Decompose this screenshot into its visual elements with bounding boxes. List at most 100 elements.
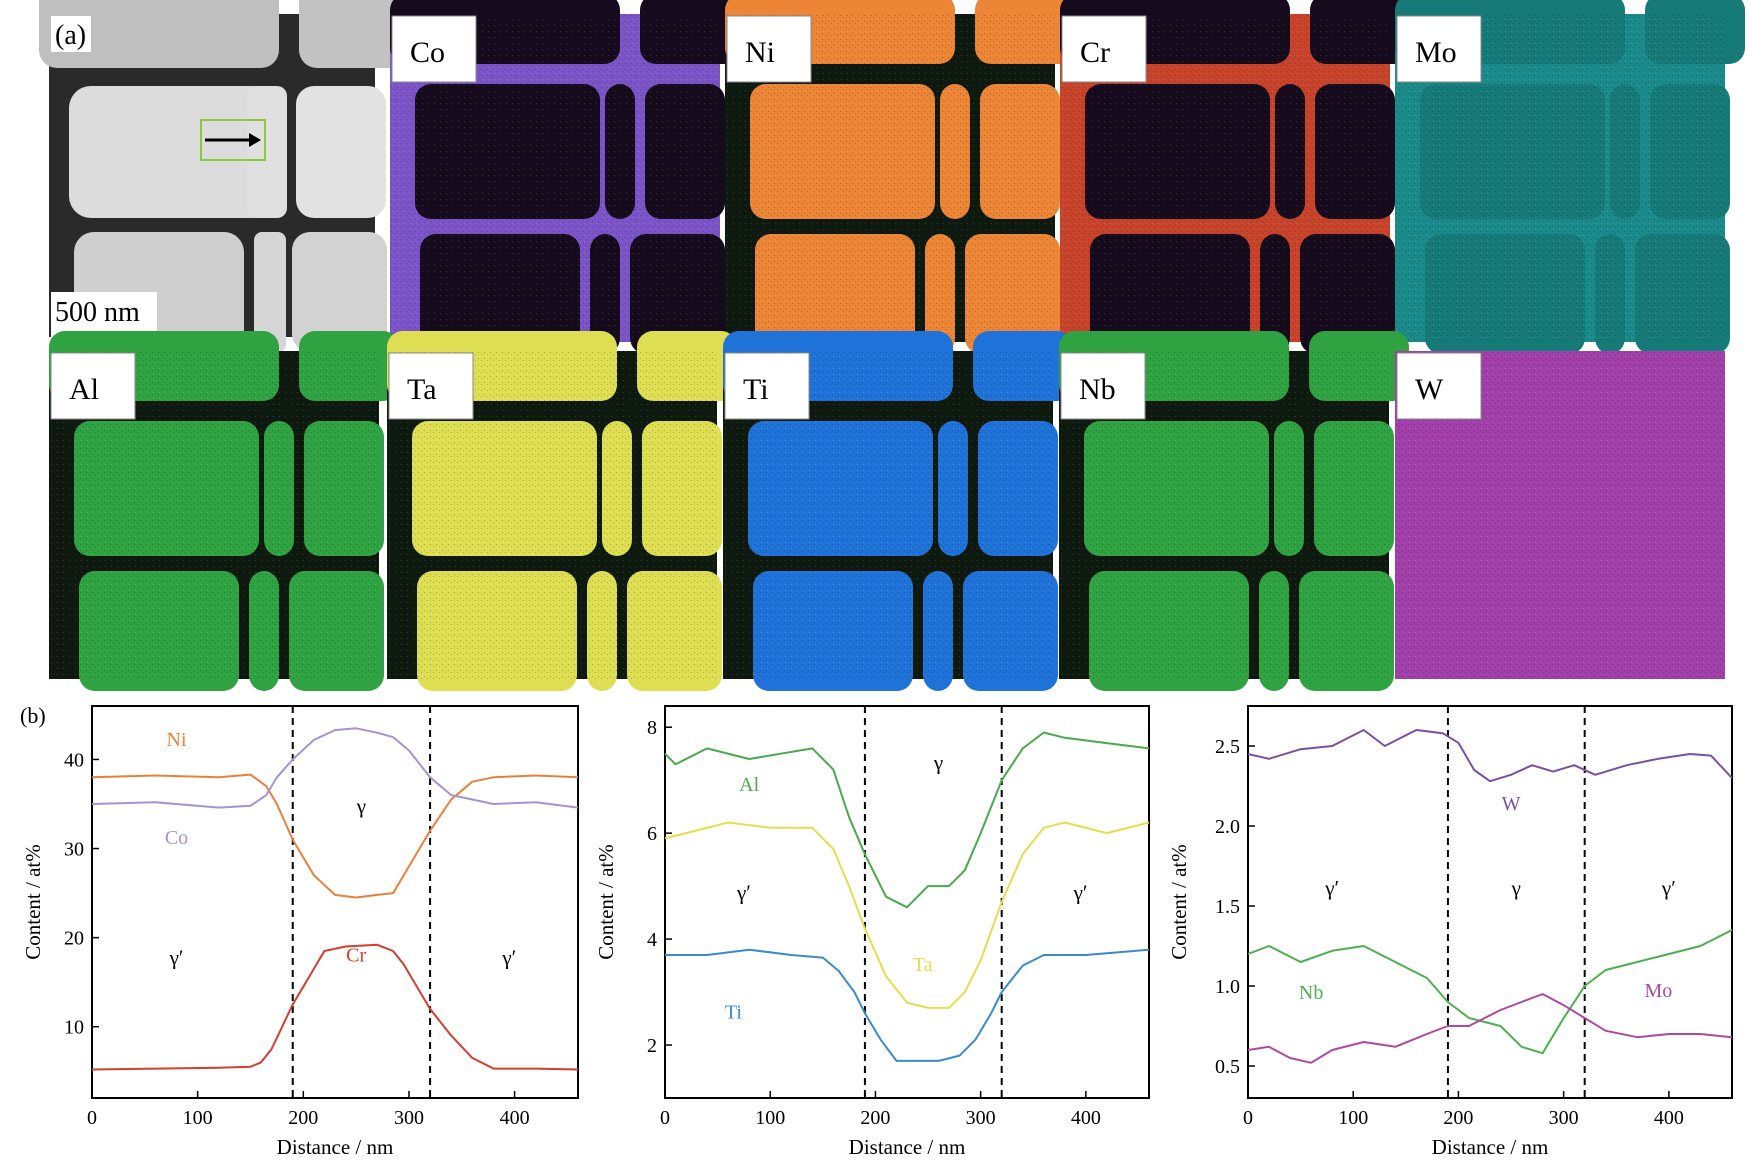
series-line-cr <box>91 943 579 1071</box>
y-tick-label: 30 <box>64 839 84 861</box>
map-panel-w: W <box>1395 351 1725 679</box>
map-panel-ta: Ta <box>387 331 737 691</box>
map-panel-cr: Cr <box>1060 0 1410 354</box>
x-tick-label: 400 <box>500 1107 530 1129</box>
x-tick-label: 200 <box>860 1107 890 1129</box>
series-label-ta: Ta <box>913 954 933 976</box>
y-tick-label: 2.5 <box>1215 736 1240 758</box>
y-tick-label: 8 <box>647 717 657 739</box>
scale-bar-label: 500 nm <box>55 297 140 328</box>
series-line-co <box>91 727 579 809</box>
map-panel-al: Al <box>49 331 399 691</box>
phase-label: γ′ <box>1661 876 1676 900</box>
x-tick-label: 0 <box>1243 1107 1253 1129</box>
panel-a-label: (a) <box>55 20 86 51</box>
y-tick-label: 2 <box>647 1035 657 1057</box>
y-tick-label: 20 <box>64 928 84 950</box>
series-line-mo <box>1247 993 1733 1064</box>
line-scan-box <box>200 119 266 161</box>
y-tick-label: 0.5 <box>1215 1056 1240 1078</box>
series-line-ta <box>664 821 1150 1009</box>
phase-label: γ′ <box>1073 880 1088 904</box>
series-label-ti: Ti <box>725 1002 743 1024</box>
phase-label: γ′ <box>1324 876 1339 900</box>
phase-label: γ′ <box>501 945 516 969</box>
map-label-cr: Cr <box>1080 36 1110 69</box>
map-label-box <box>726 15 812 83</box>
map-grid: Co Ni Cr Mo Al Ta Ti Nb W <box>49 0 1745 691</box>
map-label-box <box>724 352 810 420</box>
x-tick-label: 100 <box>755 1107 785 1129</box>
x-tick-label: 0 <box>87 1107 97 1129</box>
map-panel-co: Co <box>390 0 740 354</box>
map-label-ti: Ti <box>743 373 769 406</box>
x-axis-label: Distance / nm <box>849 1135 966 1159</box>
y-tick-label: 40 <box>64 749 84 771</box>
x-axis-label: Distance / nm <box>277 1135 394 1159</box>
panel-a-label-box <box>51 16 91 52</box>
plot-frame <box>1247 705 1733 1099</box>
series-line-ti <box>665 948 1150 1062</box>
x-tick-label: 400 <box>1071 1107 1101 1129</box>
series-line-nb <box>1247 929 1733 1055</box>
y-tick-label: 4 <box>647 929 657 951</box>
series-line-ni <box>91 773 579 899</box>
map-label-mo: Mo <box>1415 36 1457 69</box>
series-label-ni: Ni <box>167 729 187 751</box>
y-tick-label: 6 <box>647 823 657 845</box>
x-tick-label: 100 <box>183 1107 213 1129</box>
map-label-box <box>1060 352 1146 420</box>
phase-label: γ <box>933 751 943 775</box>
map-label-w: W <box>1415 373 1444 406</box>
map-label-nb: Nb <box>1079 373 1116 406</box>
elemental-maps: (a) 500 nm Co Ni Cr Mo Al Ta Ti Nb W <box>39 0 1745 691</box>
map-label-ni: Ni <box>745 36 775 69</box>
y-axis-label: Content / at% <box>1167 844 1191 959</box>
plot-frame <box>664 705 1150 1099</box>
map-label-co: Co <box>410 36 445 69</box>
plot-frame <box>91 705 579 1099</box>
chart-al-ta-ti: 0 100 200 300 400 2 4 6 8 Distance / nm Content / … <box>594 705 1150 1159</box>
series-label-cr: Cr <box>346 945 366 967</box>
x-tick-label: 300 <box>966 1107 996 1129</box>
map-label-box <box>1396 352 1482 420</box>
map-label-box <box>388 352 474 420</box>
series-label-co: Co <box>165 827 188 849</box>
map-label-box <box>50 352 136 420</box>
y-tick-label: 10 <box>64 1017 84 1039</box>
chart-w-nb-mo: 0 100 200 300 400 0.5 1.0 1.5 2.0 2.5 Distance / n… <box>1167 705 1733 1159</box>
map-panel-mo: Mo <box>1395 0 1745 354</box>
x-tick-label: 100 <box>1338 1107 1368 1129</box>
y-tick-label: 1.0 <box>1215 976 1240 998</box>
series-label-al: Al <box>739 774 759 796</box>
map-panel-ni: Ni <box>725 0 1075 354</box>
phase-label: γ <box>1511 876 1521 900</box>
x-tick-label: 300 <box>394 1107 424 1129</box>
phase-label: γ′ <box>736 880 751 904</box>
series-label-nb: Nb <box>1299 982 1323 1004</box>
y-tick-label: 1.5 <box>1215 896 1240 918</box>
x-tick-label: 300 <box>1549 1107 1579 1129</box>
series-label-w: W <box>1502 793 1521 815</box>
series-line-w <box>1247 729 1733 783</box>
series-line-al <box>664 731 1150 909</box>
phase-label: γ′ <box>169 945 184 969</box>
series-label-mo: Mo <box>1644 980 1672 1002</box>
panel-b-label: (b) <box>20 703 46 728</box>
chart-ni-co-cr: 0 100 200 300 400 10 20 30 40 Distance / nm Conten… <box>21 705 579 1159</box>
map-panel-nb: Nb <box>1059 331 1409 691</box>
x-axis-label: Distance / nm <box>1432 1135 1549 1159</box>
map-label-al: Al <box>69 373 99 406</box>
map-label-box <box>1061 15 1147 83</box>
x-tick-label: 400 <box>1654 1107 1684 1129</box>
map-label-ta: Ta <box>407 373 437 406</box>
haadf-image-panel: (a) 500 nm <box>39 0 409 352</box>
x-tick-label: 200 <box>1443 1107 1473 1129</box>
x-tick-label: 200 <box>288 1107 318 1129</box>
y-axis-label: Content / at% <box>594 844 618 959</box>
y-tick-label: 2.0 <box>1215 816 1240 838</box>
map-panel-ti: Ti <box>723 331 1073 691</box>
y-axis-label: Content / at% <box>21 844 45 959</box>
phase-label: γ <box>356 794 366 818</box>
